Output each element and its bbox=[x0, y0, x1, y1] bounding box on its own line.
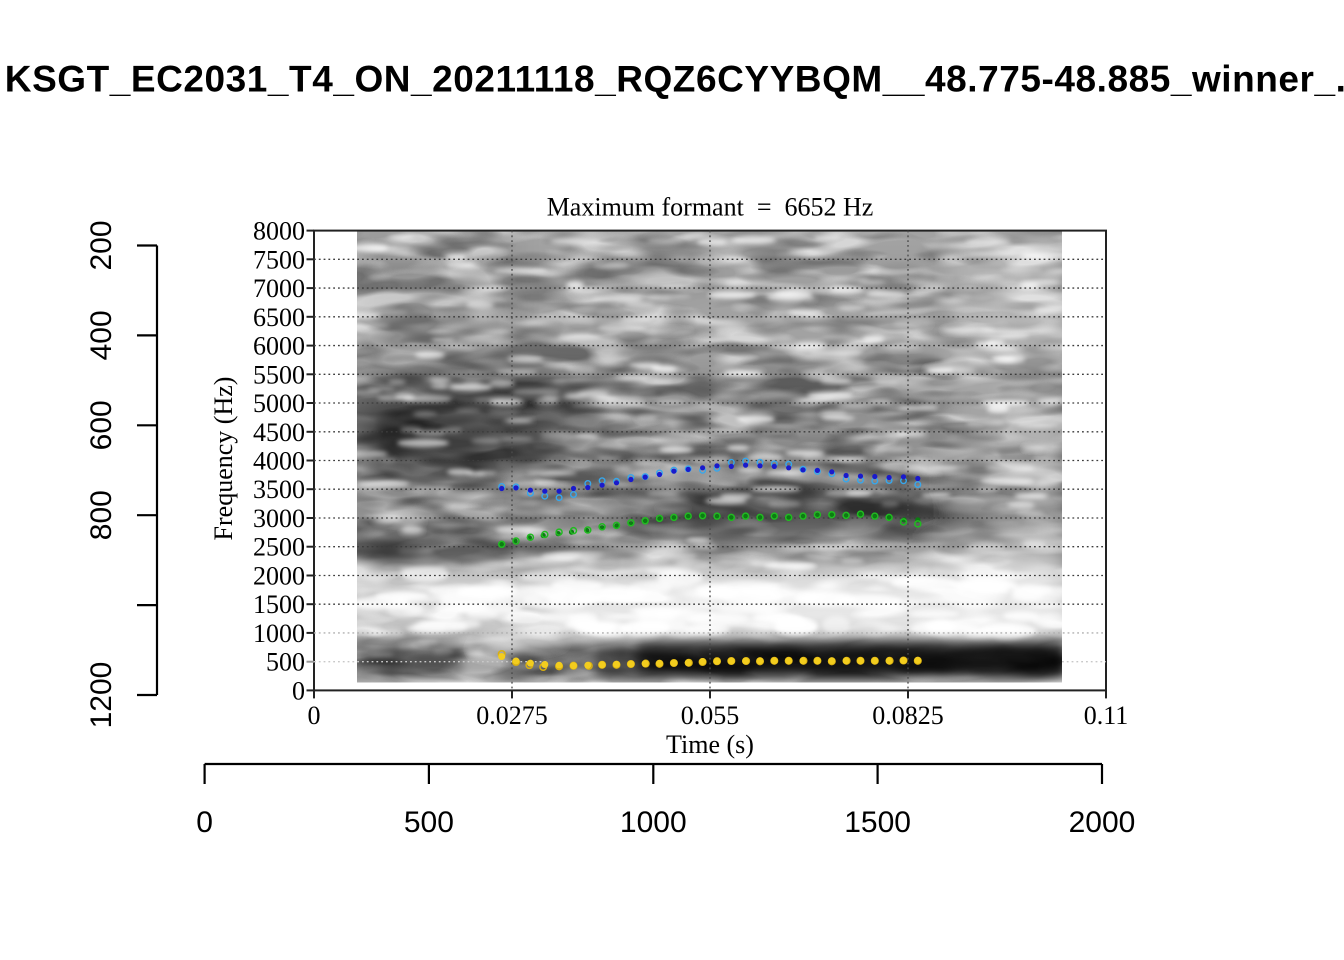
svg-text:6000: 6000 bbox=[253, 332, 305, 361]
svg-text:6500: 6500 bbox=[253, 303, 305, 332]
svg-text:0: 0 bbox=[196, 806, 213, 839]
svg-text:800: 800 bbox=[85, 490, 118, 540]
svg-text:7000: 7000 bbox=[253, 274, 305, 303]
svg-text:Time (s): Time (s) bbox=[666, 730, 754, 759]
svg-text:Maximum formant = 6652 Hz: Maximum formant = 6652 Hz bbox=[547, 193, 874, 222]
svg-text:0.0825: 0.0825 bbox=[872, 701, 944, 730]
svg-text:1200: 1200 bbox=[85, 662, 118, 729]
svg-text:600: 600 bbox=[85, 400, 118, 450]
svg-text:2500: 2500 bbox=[253, 533, 305, 562]
svg-text:5500: 5500 bbox=[253, 360, 305, 389]
svg-text:Frequency (Hz): Frequency (Hz) bbox=[209, 377, 238, 541]
svg-text:8000: 8000 bbox=[253, 217, 305, 246]
svg-text:3000: 3000 bbox=[253, 504, 305, 533]
svg-text:1000: 1000 bbox=[253, 619, 305, 648]
svg-text:400: 400 bbox=[85, 310, 118, 360]
svg-text:KSGT_EC2031_T4_ON_20211118_RQZ: KSGT_EC2031_T4_ON_20211118_RQZ6CYYBQM__4… bbox=[5, 59, 1344, 100]
svg-text:2000: 2000 bbox=[1069, 806, 1136, 839]
svg-text:5000: 5000 bbox=[253, 389, 305, 418]
svg-text:0.11: 0.11 bbox=[1084, 701, 1129, 730]
svg-text:1500: 1500 bbox=[253, 590, 305, 619]
svg-text:200: 200 bbox=[85, 220, 118, 270]
svg-text:7500: 7500 bbox=[253, 245, 305, 274]
svg-text:1500: 1500 bbox=[844, 806, 911, 839]
svg-text:0.0275: 0.0275 bbox=[476, 701, 548, 730]
svg-text:1000: 1000 bbox=[620, 806, 687, 839]
svg-text:500: 500 bbox=[404, 806, 454, 839]
svg-text:0.055: 0.055 bbox=[681, 701, 740, 730]
svg-text:2000: 2000 bbox=[253, 562, 305, 591]
svg-text:0: 0 bbox=[308, 701, 321, 730]
svg-text:0: 0 bbox=[292, 676, 305, 705]
svg-text:4500: 4500 bbox=[253, 418, 305, 447]
svg-text:4000: 4000 bbox=[253, 447, 305, 476]
svg-text:500: 500 bbox=[266, 648, 305, 677]
svg-text:3500: 3500 bbox=[253, 475, 305, 504]
